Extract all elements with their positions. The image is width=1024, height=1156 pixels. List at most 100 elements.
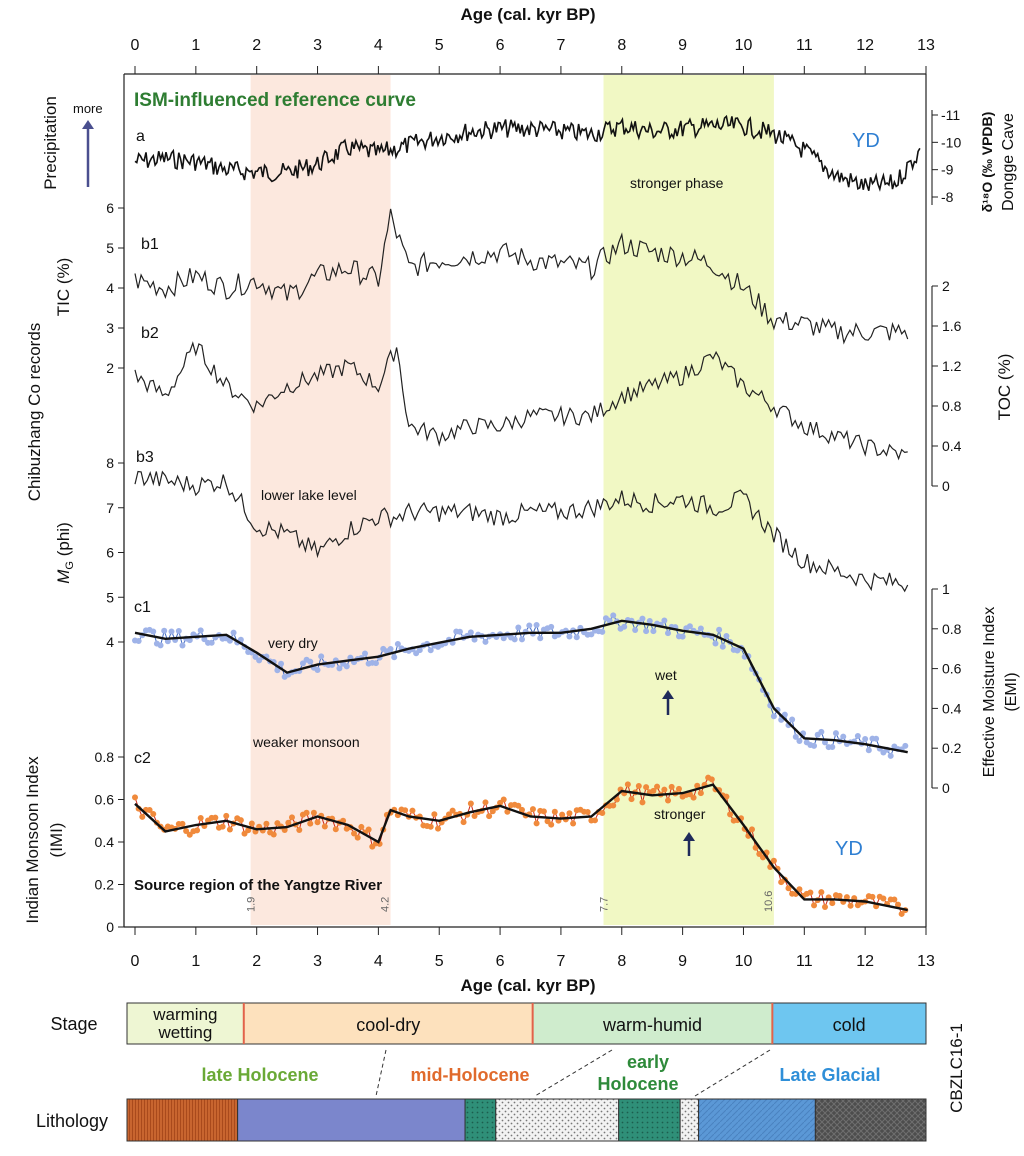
series-c2-imi-point [529, 806, 536, 813]
series-c2-imi-point [847, 902, 854, 909]
stage-box-0 [126, 1002, 245, 1045]
series-c1-emi-point [862, 735, 869, 742]
mg-axis-tick-label: 7 [106, 500, 114, 516]
annotation-wet: wet [654, 667, 677, 683]
series-c1-emi-point [606, 617, 613, 624]
series-c2-imi-point [796, 886, 803, 893]
series-c1-emi-point [811, 742, 818, 749]
top-tick-label: 11 [796, 37, 813, 54]
series-c1-emi-point [361, 650, 368, 657]
series-c2-imi-point [263, 820, 270, 827]
series-c2-imi-point [807, 889, 814, 896]
d18o-axis-title-2: Dongge Cave [1000, 113, 1017, 211]
series-c2-imi-point [785, 885, 792, 892]
series-c1-emi-point [456, 628, 463, 635]
top-tick-label: 3 [313, 37, 322, 54]
series-b2-toc-line [134, 341, 908, 461]
tic-axis-tick-label: 4 [106, 280, 114, 296]
stage-box-2 [532, 1002, 773, 1045]
series-c1-emi-point [643, 628, 650, 635]
series-c2-imi-point [821, 904, 828, 911]
series-c1-emi-point [697, 625, 704, 632]
series-c1-emi-point [500, 635, 507, 642]
bottom-tick-label: 5 [435, 953, 444, 970]
series-c2-imi-point [445, 811, 452, 818]
top-tick-label: 8 [617, 37, 626, 54]
period-early-line1: early [627, 1052, 669, 1072]
series-c1-emi-point [526, 622, 533, 629]
series-c2-imi-point [584, 809, 591, 816]
bottom-tick-label: 10 [735, 953, 753, 970]
bottom-tick-label: 2 [252, 953, 261, 970]
stage-box-label: warm-humid [602, 1015, 702, 1035]
series-c2-imi-point [650, 787, 657, 794]
series-c1-emi-point [792, 733, 799, 740]
mg-axis-tick-label: 5 [106, 589, 114, 605]
series-c2-imi-point [183, 827, 190, 834]
series-c1-emi-point [873, 735, 880, 742]
series-c2-imi-point [697, 790, 704, 797]
series-c1-emi-point [372, 660, 379, 667]
stage-row-label: Stage [50, 1014, 97, 1034]
series-c1-emi-point [840, 733, 847, 740]
series-c1-emi-point [427, 647, 434, 654]
series-c1-emi-point [679, 633, 686, 640]
series-c2-imi-point [212, 814, 219, 821]
series-c1-emi-point [789, 716, 796, 723]
d18o-tick-label: -8 [941, 189, 954, 205]
lithology-segment-7 [814, 1098, 927, 1142]
series-c2-imi-point [435, 825, 442, 832]
series-c2-imi-point [402, 807, 409, 814]
bottom-tick-label: 11 [796, 953, 813, 970]
toc-axis-tick-label: 2 [942, 278, 950, 294]
series-c1-emi-point [394, 640, 401, 647]
series-c2-imi-point [895, 901, 902, 908]
mg-axis-tick-label: 6 [106, 545, 114, 561]
series-c1-emi-point [175, 627, 182, 634]
panel-label-c1: c1 [134, 599, 151, 616]
emi-axis-tick-label: 1 [942, 581, 950, 597]
series-c2-imi-point [132, 794, 138, 801]
mg-axis-tick-label: 4 [106, 634, 114, 650]
bottom-tick-label: 4 [374, 953, 383, 970]
top-tick-label: 10 [735, 37, 753, 54]
records-axis-title: Chibuzhang Co records [25, 323, 44, 502]
series-c2-imi-point [570, 820, 577, 827]
period-late-glacial: Late Glacial [779, 1065, 880, 1085]
series-c2-imi-point [296, 826, 303, 833]
series-c1-emi-point [610, 612, 617, 619]
series-c2-imi-point [708, 776, 715, 783]
series-c1-emi-point [588, 631, 595, 638]
series-c2-imi-point [898, 910, 905, 917]
series-c2-imi-point [880, 895, 887, 902]
bottom-axis-title: Age (cal. kyr BP) [460, 976, 595, 995]
annotation-stronger-phase: stronger phase [630, 175, 724, 191]
bottom-tick-label: 3 [313, 953, 322, 970]
series-c2-imi-point [843, 894, 850, 901]
series-c1-emi-point [902, 742, 909, 749]
series-c2-imi-point [665, 797, 672, 804]
series-c1-emi-point [343, 663, 350, 670]
series-c2-imi-point [891, 896, 898, 903]
series-c2-imi-point [460, 819, 467, 826]
series-c2-imi-point [365, 826, 372, 833]
annotation-lower-lake-level: lower lake level [261, 487, 357, 503]
annotation-weaker-monsoon: weaker monsoon [252, 734, 360, 750]
series-c1-emi-point [854, 732, 861, 739]
series-c2-imi-point [566, 810, 573, 817]
series-c2-imi-point [427, 823, 434, 830]
series-c1-emi-point [274, 667, 281, 674]
series-c1-emi-point [318, 653, 325, 660]
top-tick-label: 13 [917, 37, 935, 54]
tic-axis-tick-label: 5 [106, 240, 114, 256]
lithology-segment-0 [126, 1098, 239, 1142]
band-0 [250, 75, 391, 925]
series-c2-imi-point [471, 812, 478, 819]
tic-axis-tick-label: 6 [106, 200, 114, 216]
series-c2-imi-point [179, 820, 186, 827]
period-late-holocene: late Holocene [201, 1065, 318, 1085]
series-c2-imi-point [248, 820, 255, 827]
series-c2-imi-point [515, 802, 522, 809]
series-c2-imi-point [500, 796, 507, 803]
series-c1-emi-point [387, 645, 394, 652]
